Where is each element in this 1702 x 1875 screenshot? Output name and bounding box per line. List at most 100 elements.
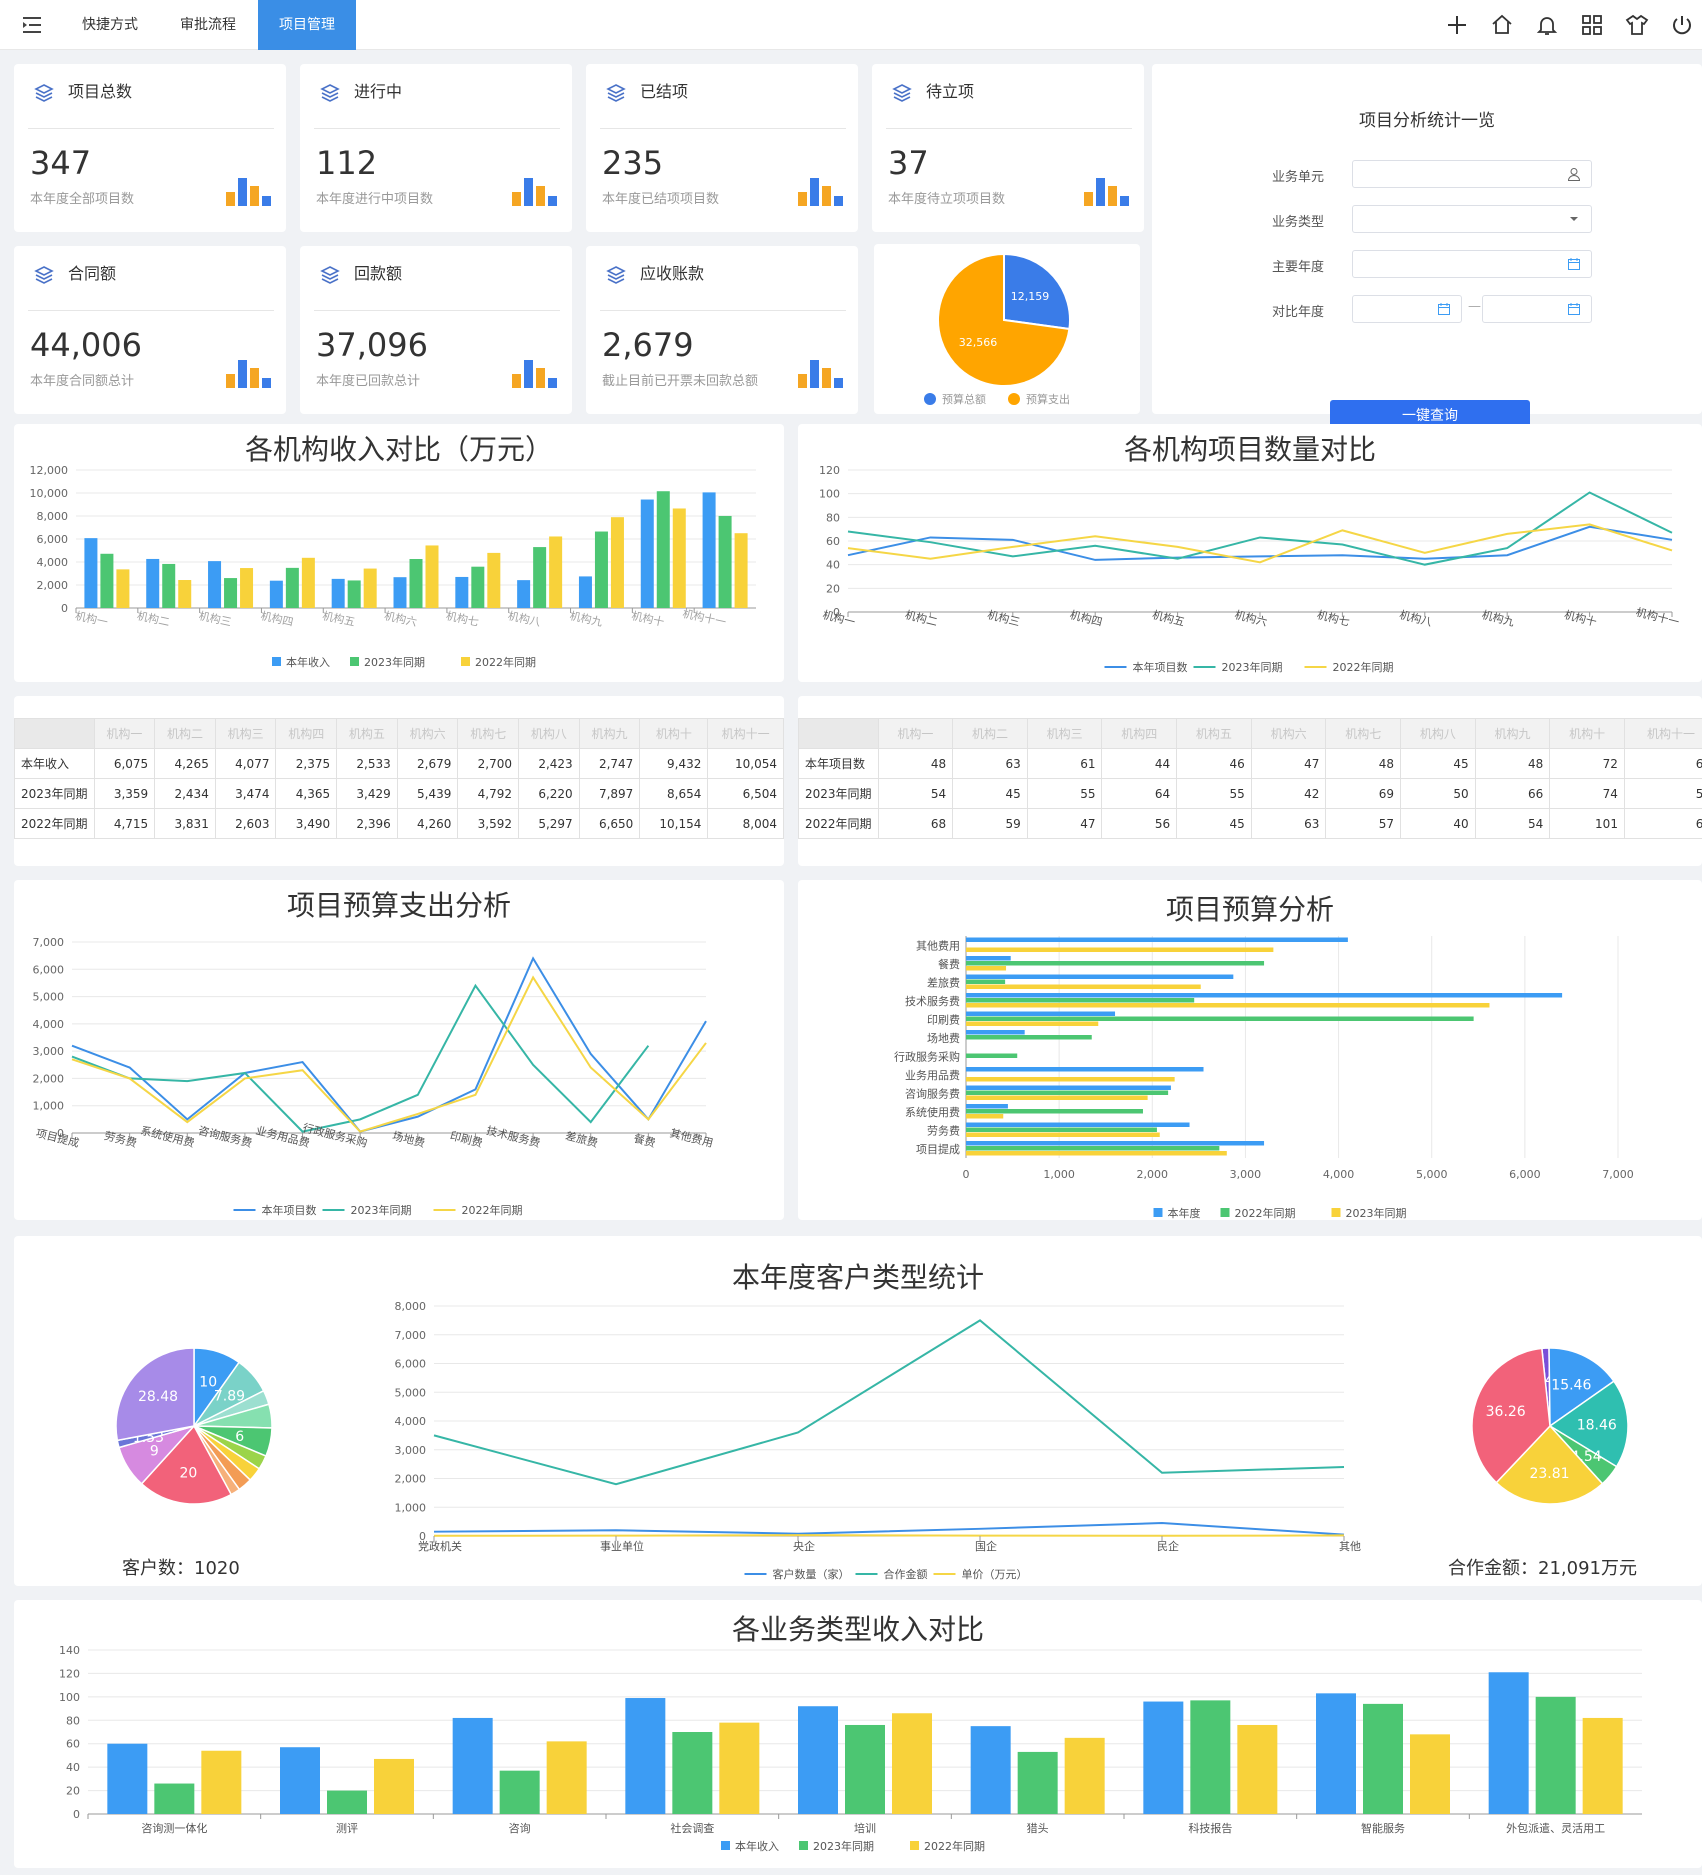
legend-label[interactable]: 2022年同期: [462, 1203, 523, 1217]
bar[interactable]: [966, 984, 1201, 990]
bar[interactable]: [970, 1726, 1011, 1814]
bar[interactable]: [966, 974, 1234, 980]
bar[interactable]: [280, 1747, 320, 1814]
plus-icon[interactable]: [1444, 12, 1470, 38]
legend-label[interactable]: 2023年同期: [1222, 660, 1283, 674]
bar[interactable]: [966, 1146, 1220, 1151]
bar[interactable]: [393, 577, 407, 608]
bar[interactable]: [1143, 1701, 1184, 1814]
bar[interactable]: [640, 499, 654, 608]
bar[interactable]: [455, 576, 469, 608]
tab-approval[interactable]: 审批流程: [180, 17, 236, 33]
bar[interactable]: [798, 1706, 838, 1814]
bar[interactable]: [546, 1741, 587, 1814]
bar[interactable]: [734, 533, 748, 608]
legend-label[interactable]: 2023年同期: [364, 655, 425, 669]
bar[interactable]: [517, 580, 531, 608]
bar[interactable]: [1488, 1672, 1529, 1814]
legend-label[interactable]: 客户数量（家）: [773, 1567, 850, 1581]
compare-year-end-picker[interactable]: [1482, 295, 1592, 323]
compare-year-start-picker[interactable]: [1352, 295, 1462, 323]
series-line[interactable]: [847, 523, 1673, 564]
bar[interactable]: [672, 508, 686, 608]
bar[interactable]: [154, 1783, 195, 1814]
legend-label[interactable]: 2022年同期: [1235, 1206, 1296, 1220]
legend-label[interactable]: 2022年同期: [475, 655, 536, 669]
power-icon[interactable]: [1669, 12, 1695, 38]
tab-shortcuts[interactable]: 快捷方式: [82, 17, 138, 33]
bar[interactable]: [285, 567, 299, 608]
bar[interactable]: [327, 1790, 367, 1814]
bar[interactable]: [892, 1713, 932, 1814]
shirt-icon[interactable]: [1624, 12, 1650, 38]
bar[interactable]: [966, 1151, 1227, 1156]
bar[interactable]: [363, 568, 377, 608]
bar[interactable]: [84, 538, 98, 608]
bar[interactable]: [1316, 1693, 1356, 1814]
bar[interactable]: [966, 1090, 1169, 1096]
bar[interactable]: [656, 491, 670, 608]
bar[interactable]: [966, 1077, 1175, 1082]
bar[interactable]: [718, 515, 732, 608]
bar[interactable]: [1410, 1734, 1450, 1814]
bar[interactable]: [594, 531, 608, 608]
bar[interactable]: [301, 557, 315, 608]
series-line[interactable]: [433, 1534, 1345, 1537]
legend-label[interactable]: 2023年同期: [1346, 1206, 1407, 1220]
bar[interactable]: [966, 1067, 1204, 1072]
bar[interactable]: [625, 1698, 666, 1814]
bar[interactable]: [1535, 1696, 1576, 1814]
bar[interactable]: [966, 956, 1011, 961]
bar[interactable]: [966, 1021, 1099, 1027]
bar[interactable]: [549, 536, 563, 608]
business-type-select[interactable]: [1352, 205, 1592, 233]
bar[interactable]: [1237, 1724, 1278, 1814]
bar[interactable]: [672, 1732, 713, 1814]
bar[interactable]: [162, 563, 176, 608]
bar[interactable]: [146, 558, 160, 608]
legend-label[interactable]: 合作金额: [884, 1567, 928, 1581]
bar[interactable]: [966, 1141, 1265, 1146]
legend-label[interactable]: 2022年同期: [924, 1839, 985, 1853]
bar[interactable]: [499, 1770, 540, 1814]
bar[interactable]: [487, 552, 501, 608]
series-line[interactable]: [847, 525, 1673, 561]
bar[interactable]: [471, 566, 485, 608]
bar[interactable]: [966, 966, 1007, 971]
legend-label[interactable]: 预算总额: [942, 392, 986, 406]
series-line[interactable]: [71, 983, 650, 1133]
legend-label[interactable]: 2023年同期: [813, 1839, 874, 1853]
bar[interactable]: [966, 1016, 1474, 1022]
bar[interactable]: [966, 979, 1006, 985]
bar[interactable]: [966, 1030, 1025, 1035]
legend-label[interactable]: 本年项目数: [1133, 660, 1188, 674]
legend-label[interactable]: 单价（万元）: [962, 1568, 1028, 1581]
bar[interactable]: [1582, 1717, 1623, 1814]
bell-icon[interactable]: [1534, 12, 1560, 38]
bar[interactable]: [452, 1717, 493, 1814]
bar[interactable]: [533, 547, 547, 608]
bar[interactable]: [224, 578, 238, 608]
legend-label[interactable]: 2023年同期: [351, 1203, 412, 1217]
tab-project-management[interactable]: 项目管理: [258, 0, 356, 50]
series-line[interactable]: [71, 956, 707, 1133]
menu-fold-icon[interactable]: [20, 13, 44, 37]
bar[interactable]: [845, 1724, 885, 1814]
bar[interactable]: [966, 937, 1348, 943]
bar[interactable]: [269, 580, 283, 608]
bar[interactable]: [966, 961, 1265, 966]
bar[interactable]: [966, 993, 1563, 998]
bar[interactable]: [966, 1122, 1190, 1128]
bar[interactable]: [208, 561, 222, 608]
legend-label[interactable]: 本年收入: [286, 655, 330, 669]
main-year-picker[interactable]: [1352, 250, 1592, 278]
bar[interactable]: [966, 1085, 1171, 1091]
legend-label[interactable]: 本年项目数: [262, 1203, 317, 1217]
bar[interactable]: [966, 1095, 1148, 1101]
bar[interactable]: [1363, 1703, 1403, 1814]
bar[interactable]: [966, 1011, 1116, 1017]
bar[interactable]: [1190, 1700, 1231, 1814]
bar[interactable]: [966, 947, 1274, 953]
bar[interactable]: [966, 998, 1195, 1003]
bar[interactable]: [100, 553, 114, 608]
